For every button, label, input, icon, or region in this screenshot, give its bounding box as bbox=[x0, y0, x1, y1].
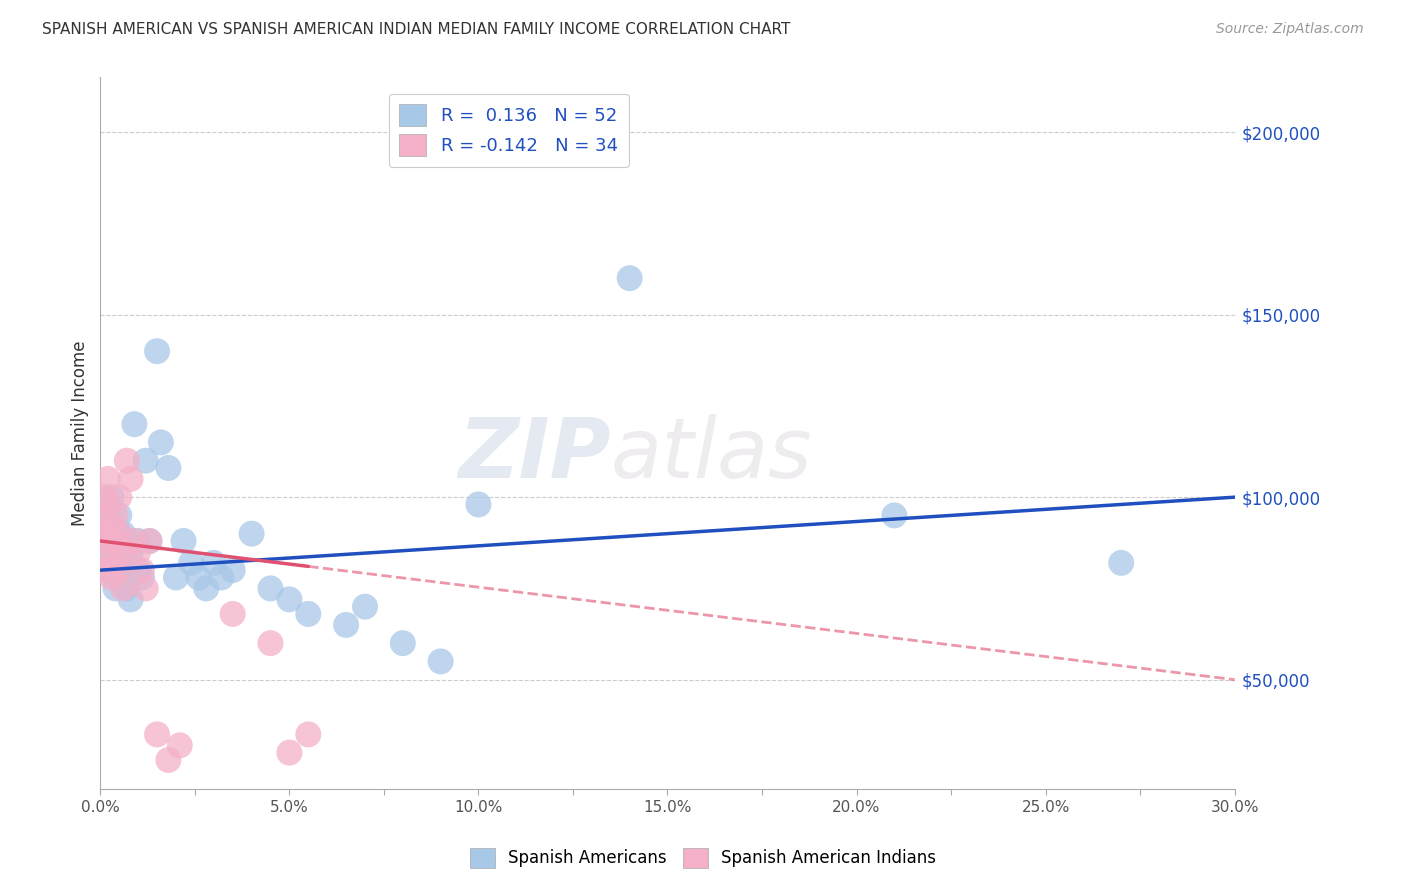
Point bbox=[124, 417, 146, 432]
Point bbox=[138, 533, 160, 548]
Text: SPANISH AMERICAN VS SPANISH AMERICAN INDIAN MEDIAN FAMILY INCOME CORRELATION CHA: SPANISH AMERICAN VS SPANISH AMERICAN IND… bbox=[42, 22, 790, 37]
Point bbox=[202, 556, 225, 570]
Point bbox=[169, 739, 191, 753]
Point bbox=[124, 533, 146, 548]
Point bbox=[108, 563, 131, 577]
Point bbox=[112, 545, 135, 559]
Point bbox=[195, 582, 218, 596]
Point bbox=[100, 519, 122, 533]
Point bbox=[108, 490, 131, 504]
Point bbox=[115, 533, 138, 548]
Point bbox=[97, 472, 120, 486]
Point bbox=[297, 727, 319, 741]
Text: Source: ZipAtlas.com: Source: ZipAtlas.com bbox=[1216, 22, 1364, 37]
Point bbox=[104, 508, 127, 523]
Point bbox=[93, 508, 115, 523]
Point bbox=[180, 556, 202, 570]
Point bbox=[93, 526, 115, 541]
Point bbox=[278, 592, 301, 607]
Point bbox=[157, 461, 180, 475]
Point bbox=[240, 526, 263, 541]
Point bbox=[108, 526, 131, 541]
Point bbox=[112, 556, 135, 570]
Point bbox=[278, 746, 301, 760]
Point bbox=[100, 533, 122, 548]
Point bbox=[97, 526, 120, 541]
Point bbox=[108, 570, 131, 584]
Point bbox=[157, 753, 180, 767]
Point bbox=[97, 563, 120, 577]
Point bbox=[97, 498, 120, 512]
Point bbox=[93, 526, 115, 541]
Point bbox=[104, 533, 127, 548]
Point bbox=[120, 592, 142, 607]
Point bbox=[93, 490, 115, 504]
Point bbox=[149, 435, 172, 450]
Text: atlas: atlas bbox=[610, 414, 813, 495]
Point bbox=[112, 526, 135, 541]
Point bbox=[115, 453, 138, 467]
Point bbox=[97, 519, 120, 533]
Point bbox=[187, 570, 209, 584]
Legend: Spanish Americans, Spanish American Indians: Spanish Americans, Spanish American Indi… bbox=[463, 841, 943, 875]
Point bbox=[120, 545, 142, 559]
Point bbox=[104, 533, 127, 548]
Point bbox=[883, 508, 905, 523]
Point bbox=[97, 563, 120, 577]
Point bbox=[100, 519, 122, 533]
Point bbox=[335, 618, 357, 632]
Point bbox=[104, 556, 127, 570]
Y-axis label: Median Family Income: Median Family Income bbox=[72, 341, 89, 526]
Point bbox=[93, 533, 115, 548]
Point bbox=[467, 498, 489, 512]
Point bbox=[131, 563, 153, 577]
Point bbox=[108, 526, 131, 541]
Text: ZIP: ZIP bbox=[458, 414, 610, 495]
Point bbox=[221, 563, 243, 577]
Point bbox=[392, 636, 415, 650]
Point bbox=[93, 545, 115, 559]
Point bbox=[221, 607, 243, 621]
Point bbox=[259, 636, 281, 650]
Point bbox=[138, 533, 160, 548]
Point bbox=[100, 545, 122, 559]
Point bbox=[115, 582, 138, 596]
Point bbox=[93, 563, 115, 577]
Point bbox=[131, 570, 153, 584]
Point bbox=[108, 545, 131, 559]
Point bbox=[209, 570, 232, 584]
Point bbox=[97, 533, 120, 548]
Legend: R =  0.136   N = 52, R = -0.142   N = 34: R = 0.136 N = 52, R = -0.142 N = 34 bbox=[388, 94, 628, 167]
Point bbox=[146, 344, 169, 359]
Point bbox=[429, 654, 451, 668]
Point bbox=[297, 607, 319, 621]
Point bbox=[104, 563, 127, 577]
Point bbox=[100, 570, 122, 584]
Point bbox=[173, 533, 195, 548]
Point bbox=[120, 472, 142, 486]
Point bbox=[108, 508, 131, 523]
Point bbox=[354, 599, 377, 614]
Point bbox=[127, 563, 149, 577]
Point bbox=[146, 727, 169, 741]
Point bbox=[135, 582, 157, 596]
Point bbox=[127, 545, 149, 559]
Point bbox=[165, 570, 187, 584]
Point bbox=[100, 545, 122, 559]
Point bbox=[619, 271, 641, 285]
Point bbox=[112, 582, 135, 596]
Point bbox=[1109, 556, 1132, 570]
Point bbox=[135, 453, 157, 467]
Point bbox=[127, 533, 149, 548]
Point bbox=[104, 582, 127, 596]
Point bbox=[100, 490, 122, 504]
Point bbox=[259, 582, 281, 596]
Point bbox=[97, 508, 120, 523]
